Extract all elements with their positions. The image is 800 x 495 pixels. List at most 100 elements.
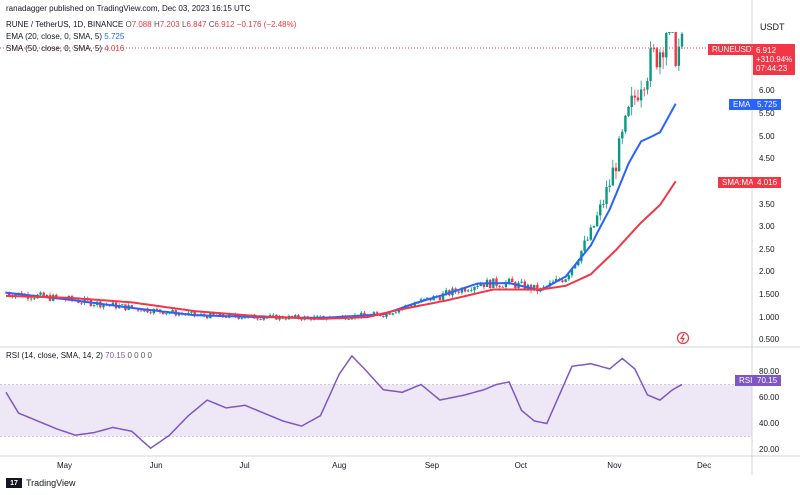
time-tick-label: Jun xyxy=(149,461,163,470)
candle-body xyxy=(665,33,668,58)
ohlc-high-label: H xyxy=(153,20,160,29)
candle-body xyxy=(162,312,165,315)
price-tick-label: 4.50 xyxy=(759,154,775,163)
time-tick-label: May xyxy=(56,461,73,470)
candle-body xyxy=(551,281,555,283)
candle-body xyxy=(363,312,366,316)
tradingview-brand: TradingView xyxy=(26,478,76,488)
candle-body xyxy=(536,284,539,292)
candle-body xyxy=(498,285,501,287)
rsi-legend[interactable]: RSI (14, close, SMA, 14, 2) 70.15 0 0 0 … xyxy=(6,351,152,360)
candle-body xyxy=(55,294,58,298)
candle-body xyxy=(476,286,479,287)
candle-body xyxy=(589,227,593,240)
sma-axis-value: 4.016 xyxy=(753,177,782,188)
price-tick-label: 2.00 xyxy=(759,267,775,276)
time-tick-label: Oct xyxy=(514,461,528,470)
candle-body xyxy=(567,275,571,280)
candle-body xyxy=(671,32,674,33)
candle-body xyxy=(92,305,96,307)
candle-body xyxy=(382,316,385,317)
candle-body xyxy=(583,240,586,251)
candle-body xyxy=(639,89,643,101)
candle-body xyxy=(410,305,413,307)
publisher-line: ranadagger published on TradingView.com,… xyxy=(6,4,251,13)
symbol-badge: RUNEUSDT xyxy=(708,44,761,55)
candle-body xyxy=(674,32,677,66)
price-tick-label: 3.50 xyxy=(759,200,775,209)
candle-body xyxy=(466,290,470,292)
candle-body xyxy=(661,52,665,58)
ema20-line xyxy=(5,103,677,319)
sma50-line xyxy=(5,180,677,320)
candle-body xyxy=(155,308,159,310)
time-tick-label: Dec xyxy=(697,461,712,470)
candle-body xyxy=(272,314,275,316)
candle-body xyxy=(523,281,526,290)
candle-body xyxy=(617,138,621,172)
candle-body xyxy=(652,48,655,50)
rsi-tick-label: 80.00 xyxy=(759,366,780,376)
ohlc-open: 7.088 xyxy=(131,20,152,29)
candle-body xyxy=(319,315,322,317)
candle-body xyxy=(243,317,247,319)
candle-body xyxy=(140,310,143,312)
candle-body xyxy=(564,279,567,282)
candle-body xyxy=(592,226,596,228)
price-tick-label: 5.00 xyxy=(759,132,775,141)
candle-body xyxy=(80,302,83,304)
candle-body xyxy=(633,95,637,98)
candle-body xyxy=(42,292,45,297)
price-tick-label: 3.00 xyxy=(759,222,775,231)
candle-body xyxy=(614,167,618,172)
tradingview-logo-icon: 17 xyxy=(6,478,22,488)
candle-body xyxy=(595,215,599,227)
rsi-legend-value: 70.15 xyxy=(105,351,126,360)
candle-body xyxy=(577,261,580,266)
candle-body xyxy=(256,318,259,320)
rsi-axis-tag: RSI xyxy=(735,375,757,386)
candle-body xyxy=(45,294,49,297)
candle-body xyxy=(259,319,262,320)
candle-body xyxy=(33,298,36,300)
candle-body xyxy=(83,298,86,303)
sma-legend-value: 4.016 xyxy=(104,44,125,53)
candle-body xyxy=(520,281,523,283)
candle-body xyxy=(413,303,416,307)
ema-legend[interactable]: EMA (20, close, 0, SMA, 5) 5.725 xyxy=(6,32,124,41)
candle-body xyxy=(511,278,514,283)
candle-body xyxy=(121,304,124,306)
sma-legend[interactable]: SMA (50, close, 0, SMA, 5) 4.016 xyxy=(6,44,124,53)
candle-body xyxy=(206,315,209,319)
symbol-title[interactable]: RUNE / TetherUS, 1D, BINANCE xyxy=(6,20,124,29)
price-tick-label: 0.500 xyxy=(759,335,780,344)
sma-legend-label: SMA (50, close, 0, SMA, 5) xyxy=(6,44,103,53)
rsi-legend-label: RSI (14, close, SMA, 14, 2) xyxy=(6,351,103,360)
candle-body xyxy=(611,167,615,186)
price-tick-label: 1.500 xyxy=(759,290,780,299)
ohlc-open-label: O xyxy=(125,20,132,29)
ohlc-close-label: C xyxy=(208,20,215,29)
candle-body xyxy=(495,278,498,286)
currency-label[interactable]: USDT xyxy=(760,22,785,32)
ema-axis-value: 5.725 xyxy=(753,99,782,110)
tradingview-footer[interactable]: 17 TradingView xyxy=(6,478,76,488)
candle-body xyxy=(482,284,486,287)
price-tick-label: 5.50 xyxy=(759,109,775,118)
candle-body xyxy=(426,297,429,299)
candle-body xyxy=(149,312,152,314)
candle-body xyxy=(372,312,376,315)
time-tick-label: Aug xyxy=(332,461,347,470)
candle-body xyxy=(438,296,442,300)
candle-body xyxy=(668,32,671,34)
candle-body xyxy=(649,48,652,82)
ohlc-low-label: L xyxy=(182,20,187,29)
ema-legend-label: EMA (20, close, 0, SMA, 5) xyxy=(6,32,103,41)
lightning-icon[interactable] xyxy=(676,331,690,345)
candle-body xyxy=(473,286,476,291)
candle-body xyxy=(677,46,681,66)
candle-body xyxy=(171,310,174,313)
candle-body xyxy=(533,284,536,291)
candle-body xyxy=(586,239,589,241)
